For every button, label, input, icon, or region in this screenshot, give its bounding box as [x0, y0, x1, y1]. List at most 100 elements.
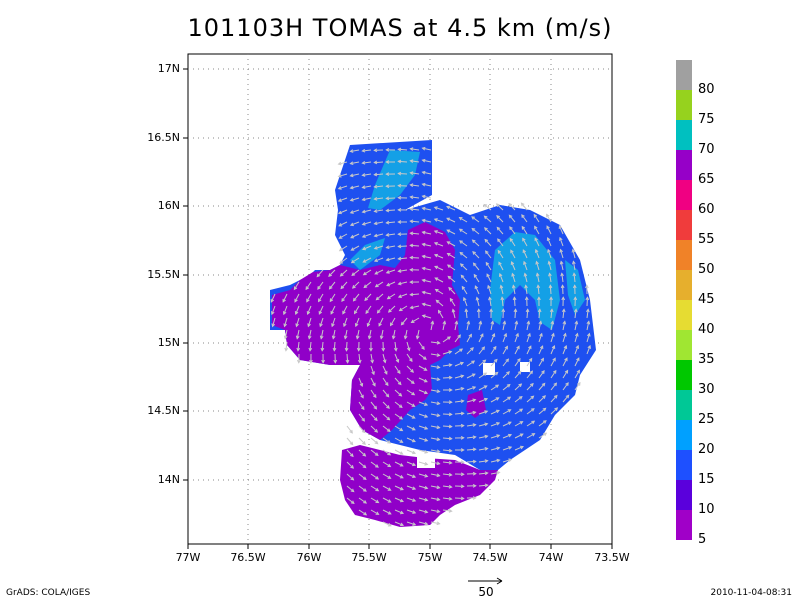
wind-vector-head — [337, 198, 342, 202]
wind-vector-head — [409, 243, 414, 248]
wind-vector — [550, 382, 557, 391]
colorbar-label: 70 — [698, 142, 715, 157]
wind-vector — [370, 449, 379, 456]
wind-vector-head — [507, 421, 512, 425]
wind-vector — [537, 285, 540, 295]
wind-vector-head — [459, 263, 464, 267]
wind-vector-head — [409, 231, 414, 236]
wind-vector-head — [356, 347, 361, 352]
wind-vector — [442, 425, 452, 428]
wind-vector-head — [385, 208, 390, 213]
wind-vector — [473, 262, 480, 271]
wind-vector — [562, 357, 568, 367]
wind-vector-head — [409, 255, 414, 260]
wind-vector-head — [398, 404, 403, 408]
vector-reference-arrow — [468, 577, 503, 585]
wind-vector — [339, 233, 348, 239]
wind-vector-head — [424, 438, 429, 442]
wind-vector-head — [472, 483, 477, 488]
wind-vector-head — [410, 319, 415, 323]
wind-vector — [358, 389, 364, 398]
wind-vector — [526, 345, 532, 355]
wind-vector-head — [397, 183, 402, 188]
wind-vector-head — [357, 359, 362, 364]
wind-vector — [418, 401, 428, 406]
wind-vector-head — [406, 347, 411, 352]
wind-vector — [346, 449, 354, 457]
wind-vector-head — [542, 420, 547, 424]
wind-vector-head — [547, 248, 551, 253]
wind-vector — [442, 321, 446, 331]
vector-reference-label: 50 — [478, 585, 494, 599]
wind-vector-head — [472, 262, 477, 267]
wind-vector-head — [487, 284, 491, 289]
wind-vector-head — [385, 257, 390, 262]
wind-vector — [418, 497, 428, 501]
wind-vector — [422, 315, 432, 319]
x-tick-label: 76.5W — [230, 551, 266, 564]
wind-vector-head — [309, 359, 313, 364]
wind-vector-head — [496, 458, 501, 463]
wind-vector — [306, 293, 312, 302]
wind-vector-head — [307, 323, 311, 328]
wind-vector-head — [521, 214, 525, 218]
wind-vector-head — [460, 274, 465, 279]
wind-vector-head — [446, 205, 451, 210]
wind-vector — [454, 375, 464, 379]
wind-vector — [318, 305, 324, 315]
wind-vector — [442, 351, 452, 355]
wind-vector — [406, 401, 415, 407]
wind-vector — [499, 273, 504, 283]
wind-vector — [418, 521, 428, 525]
wind-vector — [386, 233, 396, 236]
wind-vector-head — [559, 236, 563, 241]
wind-vector-head — [551, 332, 555, 337]
wind-vector — [321, 341, 324, 351]
wind-vector-head — [562, 320, 567, 325]
wind-vector — [422, 147, 432, 151]
wind-vector-head — [421, 146, 426, 151]
wind-vector-head — [506, 383, 511, 388]
wind-vector-head — [319, 323, 323, 328]
wind-vector — [398, 257, 408, 260]
wind-vector — [394, 425, 403, 432]
wind-vector-head — [541, 382, 546, 387]
wind-vector — [514, 396, 523, 403]
wind-vector — [418, 485, 428, 489]
wind-vector-head — [488, 296, 492, 301]
wind-vector — [331, 317, 336, 327]
wind-vector — [378, 317, 384, 327]
wind-vector-head — [558, 225, 563, 230]
wind-vector-head — [396, 370, 401, 375]
wind-vector — [370, 485, 379, 492]
wind-vector-head — [472, 435, 477, 440]
wind-vector-head — [528, 345, 532, 350]
wind-vector-head — [385, 233, 390, 237]
wind-vector-head — [372, 382, 376, 387]
wind-vector-head — [546, 213, 550, 218]
wind-vector-head — [564, 369, 569, 374]
wind-vector-head — [362, 246, 367, 251]
wind-vector-head — [409, 305, 414, 310]
wind-vector-head — [397, 147, 402, 152]
wind-vector — [430, 473, 440, 477]
wind-vector-head — [387, 487, 392, 491]
wind-vector — [513, 297, 516, 307]
wind-vector — [484, 239, 492, 247]
wind-vector — [338, 173, 348, 177]
wind-vector — [406, 365, 414, 373]
colorbar-label: 55 — [698, 232, 715, 247]
wind-vector — [526, 383, 534, 391]
wind-vector — [410, 148, 420, 151]
wind-vector — [350, 233, 360, 239]
wind-vector-head — [296, 359, 301, 364]
wind-vector-head — [397, 294, 402, 298]
wind-vector — [478, 423, 488, 427]
wind-vector — [329, 281, 336, 290]
wind-vector-head — [435, 299, 440, 304]
wind-vector-head — [559, 248, 563, 253]
wind-vector-head — [433, 206, 438, 210]
wind-vector-head — [363, 511, 368, 516]
wind-vector-head — [495, 397, 500, 401]
wind-vector-head — [493, 358, 498, 363]
